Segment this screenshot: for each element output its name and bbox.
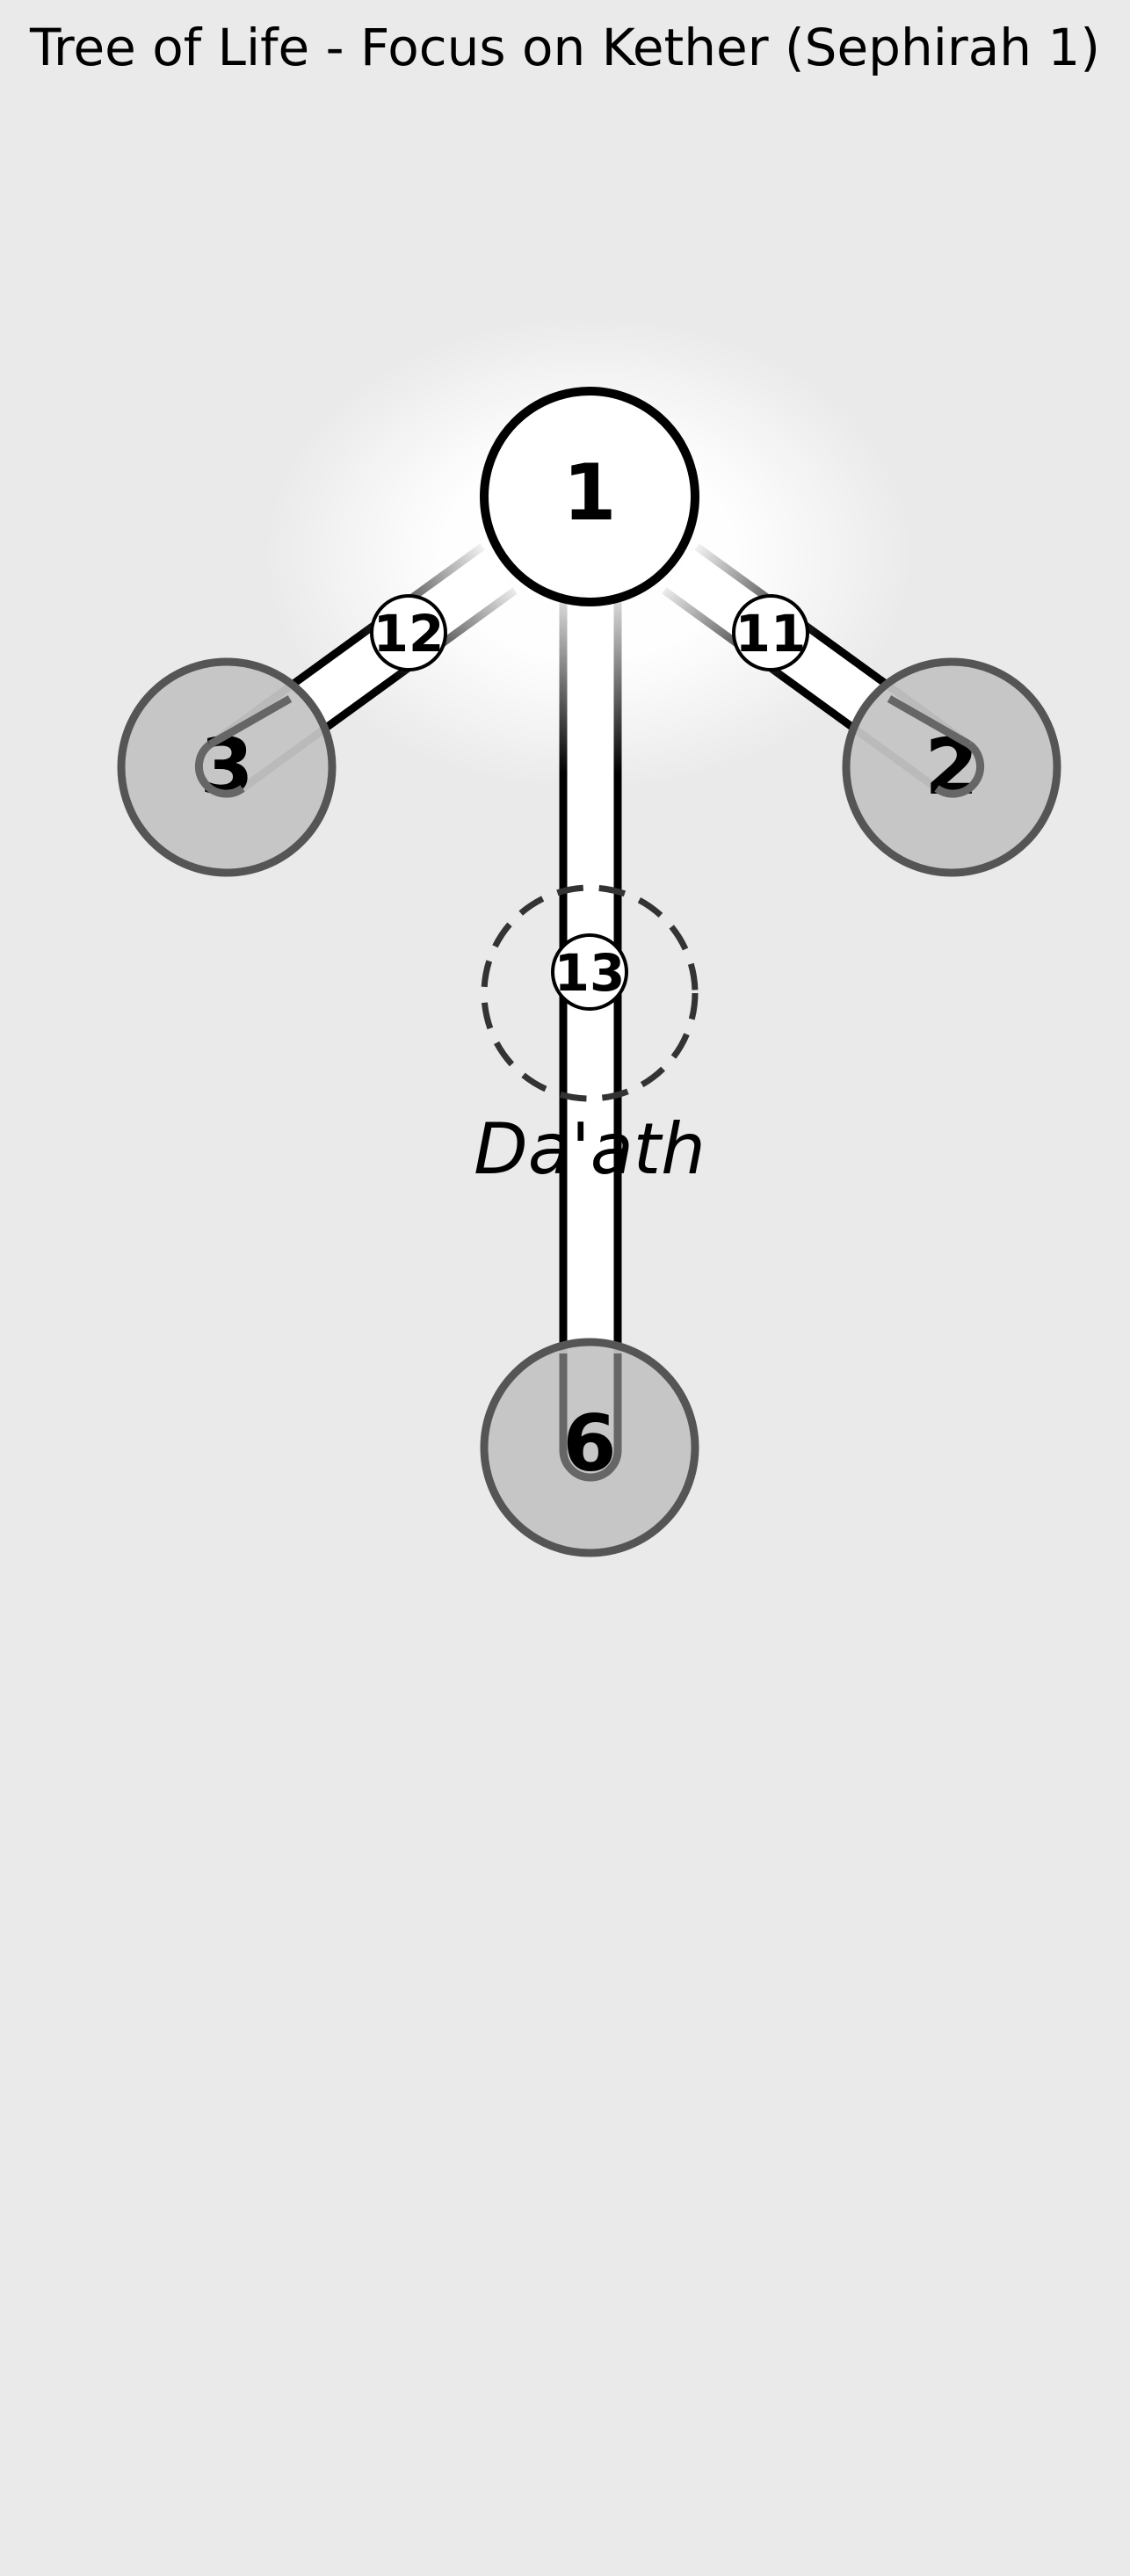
sephirah-1[interactable]: 1	[480, 387, 699, 606]
daath: Da'ath	[474, 884, 706, 1190]
daath-label: Da'ath	[474, 1108, 706, 1190]
sephirah-2[interactable]: 2	[842, 657, 1061, 877]
sephirah-3[interactable]: 3	[117, 657, 337, 877]
path-12-badge[interactable]: 12	[370, 594, 447, 671]
path-11-badge[interactable]: 11	[732, 594, 809, 671]
path-13-badge[interactable]: 13	[551, 933, 628, 1011]
sephirah-1-label: 1	[562, 447, 616, 538]
diagram-title: Tree of Life - Focus on Kether (Sephirah…	[29, 18, 1100, 77]
sephirah-6[interactable]: 6	[480, 1338, 699, 1557]
path-12-label: 12	[373, 604, 445, 664]
path-13-label: 13	[554, 943, 626, 1003]
path-ends	[194, 695, 985, 1482]
path-11-label: 11	[735, 604, 807, 664]
